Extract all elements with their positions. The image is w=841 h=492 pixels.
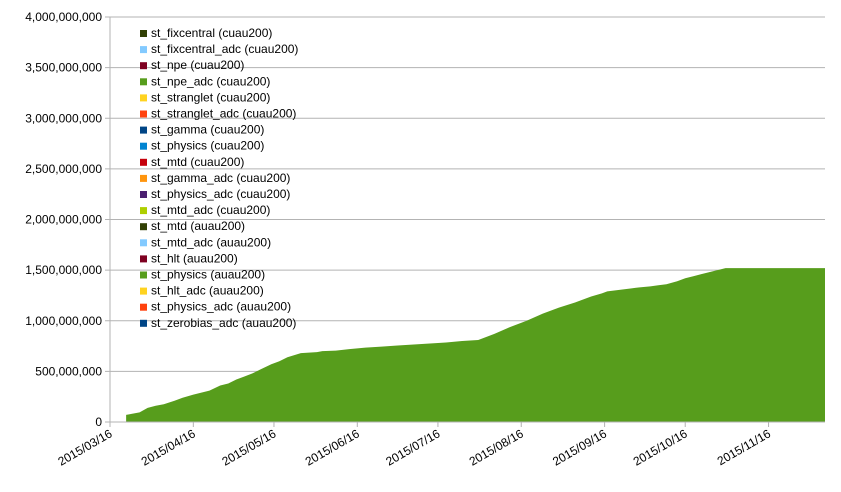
x-tick-label: 2015/03/16 (55, 426, 114, 468)
legend-swatch (140, 94, 147, 102)
legend-label: st_physics_adc (cuau200) (151, 187, 290, 201)
y-tick-label: 4,000,000,000 (25, 10, 102, 24)
legend-swatch (140, 207, 147, 215)
legend-item: st_physics (cuau200) (140, 139, 264, 153)
area-series (126, 268, 825, 422)
legend-label: st_stranglet_adc (cuau200) (151, 107, 296, 121)
legend-swatch (140, 30, 147, 37)
legend-swatch (140, 62, 147, 70)
legend-label: st_fixcentral_adc (cuau200) (151, 42, 298, 56)
y-tick-label: 3,000,000,000 (25, 111, 102, 125)
legend-swatch (140, 142, 147, 150)
legend-label: st_fixcentral (cuau200) (151, 26, 272, 40)
legend-swatch (140, 174, 147, 182)
legend-item: st_physics_adc (cuau200) (140, 187, 290, 201)
legend-swatch (140, 319, 147, 327)
legend-swatch (140, 126, 147, 134)
legend-label: st_mtd_adc (auau200) (151, 235, 271, 249)
y-axis: 0 500,000,000 1,000,000,000 1,500,000,000 2,… (25, 10, 111, 429)
legend-swatch (140, 287, 147, 295)
y-tick-label: 0 (95, 415, 102, 429)
legend-swatch (140, 78, 147, 86)
legend-label: st_stranglet (cuau200) (151, 90, 270, 104)
legend-item: st_hlt_adc (auau200) (140, 284, 264, 298)
legend-swatch (140, 46, 147, 54)
legend-label: st_npe (cuau200) (151, 58, 244, 72)
legend-label: st_gamma_adc (cuau200) (151, 171, 290, 185)
legend-label: st_physics_adc (auau200) (151, 300, 291, 314)
legend-item: st_mtd (cuau200) (140, 155, 244, 169)
legend-label: st_physics (cuau200) (151, 139, 264, 153)
legend-swatch (140, 255, 147, 263)
legend-item: st_npe (cuau200) (140, 58, 244, 72)
legend-item: st_stranglet (cuau200) (140, 90, 270, 104)
legend-item: st_zerobias_adc (auau200) (140, 316, 296, 330)
legend-label: st_mtd (auau200) (151, 219, 245, 233)
y-tick-label: 3,500,000,000 (25, 61, 102, 75)
legend-swatch (140, 223, 147, 231)
x-tick-label: 2015/08/16 (467, 426, 526, 468)
legend-swatch (140, 271, 147, 279)
legend-swatch (140, 158, 147, 166)
x-tick-label: 2015/04/16 (139, 426, 198, 468)
legend-item: st_mtd (auau200) (140, 219, 245, 233)
stacked-areas (126, 268, 825, 422)
legend-label: st_gamma (cuau200) (151, 123, 264, 137)
x-tick-label: 2015/11/16 (715, 426, 774, 468)
legend-label: st_mtd (cuau200) (151, 155, 244, 169)
legend-item: st_mtd_adc (cuau200) (140, 203, 270, 217)
y-tick-label: 2,500,000,000 (25, 162, 102, 176)
legend-item: st_stranglet_adc (cuau200) (140, 107, 296, 121)
legend-label: st_hlt_adc (auau200) (151, 284, 264, 298)
legend-label: st_npe_adc (cuau200) (151, 74, 270, 88)
legend-item: st_gamma (cuau200) (140, 123, 264, 137)
legend-item: st_hlt (auau200) (140, 251, 238, 265)
x-axis: 2015/03/16 2015/04/16 2015/05/16 2015/06/16… (55, 421, 825, 469)
legend-label: st_physics (auau200) (151, 268, 265, 282)
y-tick-label: 1,000,000,000 (25, 314, 102, 328)
legend-label: st_mtd_adc (cuau200) (151, 203, 270, 217)
x-tick-label: 2015/05/16 (219, 426, 278, 468)
x-tick-label: 2015/10/16 (631, 426, 690, 468)
x-tick-label: 2015/07/16 (383, 426, 442, 468)
y-tick-label: 1,500,000,000 (25, 263, 102, 277)
y-tick-label: 2,000,000,000 (25, 213, 102, 227)
y-tick-label: 500,000,000 (35, 364, 102, 378)
legend-label: st_zerobias_adc (auau200) (151, 316, 296, 330)
legend-item: st_fixcentral (cuau200) (140, 26, 272, 40)
legend-label: st_hlt (auau200) (151, 251, 238, 265)
legend-item: st_gamma_adc (cuau200) (140, 171, 290, 185)
legend-swatch (140, 110, 147, 118)
legend-item: st_fixcentral_adc (cuau200) (140, 42, 298, 56)
legend-item: st_physics_adc (auau200) (140, 300, 291, 314)
legend-swatch (140, 239, 147, 247)
legend-swatch (140, 303, 147, 311)
x-tick-label: 2015/09/16 (550, 426, 609, 468)
legend-item: st_physics (auau200) (140, 268, 265, 282)
legend-item: st_mtd_adc (auau200) (140, 235, 271, 249)
legend: st_fixcentral (cuau200) st_fixcentral_adc… (140, 26, 298, 330)
legend-item: st_npe_adc (cuau200) (140, 74, 270, 88)
x-tick-label: 2015/06/16 (303, 426, 362, 468)
y-gridlines (110, 16, 825, 423)
legend-swatch (140, 191, 147, 198)
